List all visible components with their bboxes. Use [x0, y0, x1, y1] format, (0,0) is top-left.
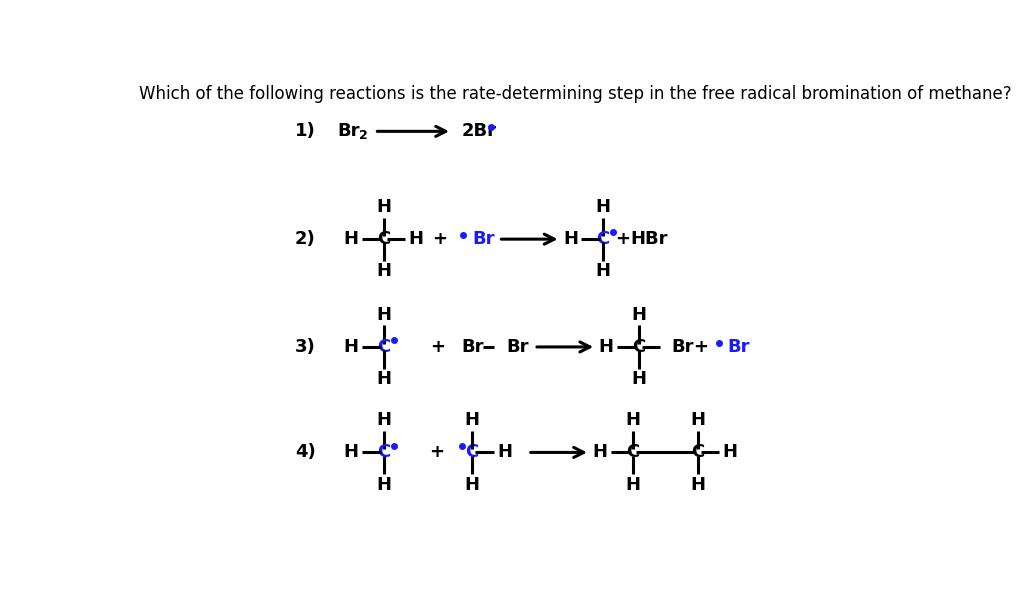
- Text: H: H: [563, 230, 578, 248]
- Text: H: H: [344, 230, 358, 248]
- Text: H: H: [631, 305, 646, 324]
- Text: +: +: [615, 230, 630, 248]
- Text: H: H: [596, 198, 610, 216]
- Text: H: H: [631, 370, 646, 388]
- Text: Br: Br: [472, 230, 495, 248]
- Text: 4): 4): [295, 444, 315, 462]
- Text: H: H: [376, 305, 391, 324]
- Text: 2): 2): [295, 230, 315, 248]
- Text: +: +: [429, 444, 444, 462]
- Text: H: H: [723, 444, 737, 462]
- Text: C: C: [596, 230, 609, 248]
- Text: 2: 2: [359, 129, 368, 142]
- Text: H: H: [344, 338, 358, 356]
- Text: H: H: [376, 263, 391, 280]
- Text: Which of the following reactions is the rate-determining step in the free radica: Which of the following reactions is the …: [139, 85, 1012, 103]
- Text: H: H: [465, 411, 479, 429]
- Text: Br: Br: [672, 338, 694, 356]
- Text: 3): 3): [295, 338, 315, 356]
- Text: Br: Br: [337, 122, 359, 140]
- Text: +: +: [430, 338, 445, 356]
- Text: C: C: [626, 444, 639, 462]
- Text: H: H: [690, 476, 706, 494]
- Text: Br: Br: [728, 338, 751, 356]
- Text: H: H: [376, 411, 391, 429]
- Text: C: C: [377, 444, 390, 462]
- Text: +: +: [693, 338, 709, 356]
- Text: C: C: [691, 444, 705, 462]
- Text: 1): 1): [295, 122, 315, 140]
- Text: Br: Br: [461, 338, 483, 356]
- Text: C: C: [632, 338, 645, 356]
- Text: H: H: [593, 444, 607, 462]
- Text: H: H: [596, 263, 610, 280]
- Text: H: H: [690, 411, 706, 429]
- Text: HBr: HBr: [631, 230, 669, 248]
- Text: H: H: [409, 230, 424, 248]
- Text: Br: Br: [506, 338, 528, 356]
- Text: H: H: [376, 198, 391, 216]
- Text: C: C: [377, 230, 390, 248]
- Text: H: H: [376, 370, 391, 388]
- Text: H: H: [625, 411, 640, 429]
- Text: H: H: [465, 476, 479, 494]
- Text: C: C: [466, 444, 479, 462]
- Text: 2Br: 2Br: [461, 122, 497, 140]
- Text: +: +: [432, 230, 447, 248]
- Text: H: H: [599, 338, 613, 356]
- Text: H: H: [376, 476, 391, 494]
- Text: H: H: [497, 444, 512, 462]
- Text: C: C: [377, 338, 390, 356]
- Text: H: H: [625, 476, 640, 494]
- Text: H: H: [344, 444, 358, 462]
